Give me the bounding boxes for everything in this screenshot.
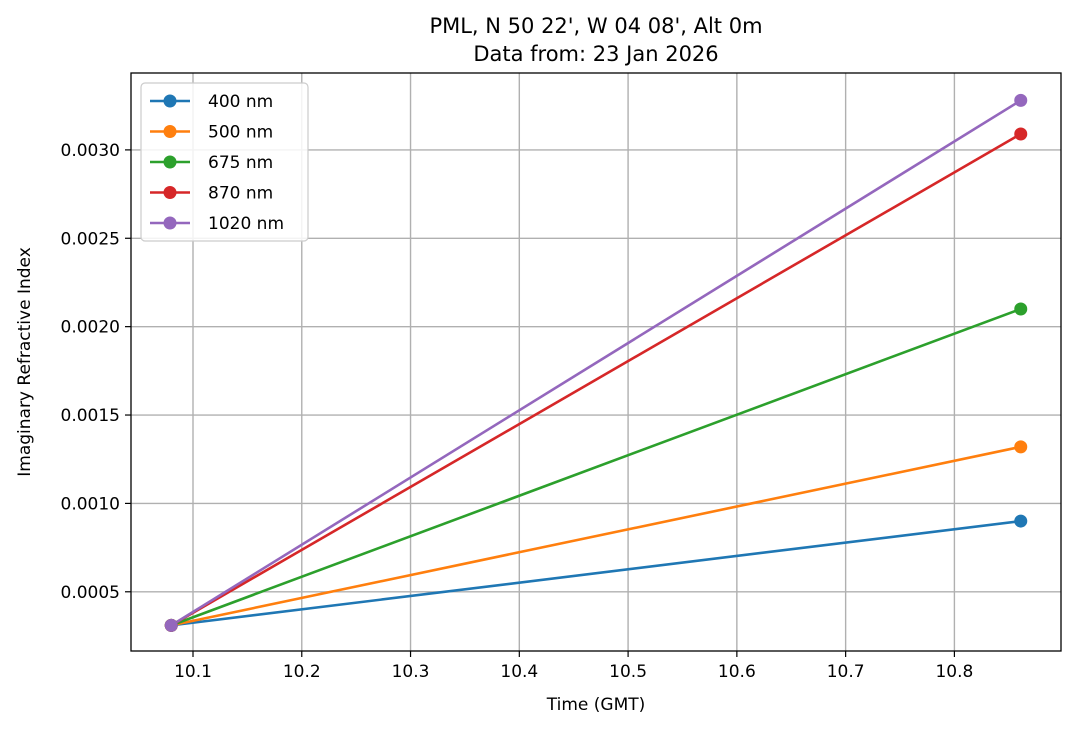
- data-point-1020-nm: [164, 618, 178, 632]
- legend-label-870-nm: 870 nm: [208, 184, 273, 204]
- legend-box: [140, 82, 309, 242]
- grid: [131, 73, 1061, 651]
- data-point-1020-nm: [1014, 93, 1028, 107]
- data-point-675-nm: [1014, 302, 1028, 316]
- y-tick-label: 0.0020: [61, 318, 120, 338]
- series-line-400-nm: [171, 519, 1021, 627]
- data-point-400-nm: [1014, 514, 1028, 528]
- legend-label-400-nm: 400 nm: [208, 92, 273, 112]
- legend-label-1020-nm: 1020 nm: [208, 214, 284, 234]
- series-layer: [164, 93, 1028, 632]
- legend-swatch-marker-400-nm: [163, 94, 177, 108]
- x-axis-ticks: 10.1 10.2 10.3 10.4 10.5 10.6 10.7 10.8: [174, 651, 973, 682]
- data-point-500-nm: [1014, 440, 1028, 454]
- chart-title-line-2: Data from: 23 Jan 2026: [473, 42, 718, 66]
- y-tick-label: 0.0005: [61, 583, 120, 603]
- x-tick-label: 10.5: [609, 662, 647, 682]
- series-line-675-nm: [170, 307, 1022, 627]
- legend-swatch-marker-870-nm: [163, 186, 177, 199]
- x-tick-label: 10.7: [827, 662, 865, 682]
- legend-label-500-nm: 500 nm: [208, 123, 273, 143]
- y-axis-label: Imaginary Refractive Index: [15, 247, 35, 477]
- x-tick-label: 10.4: [500, 662, 538, 682]
- chart-title-line-1: PML, N 50 22', W 04 08', Alt 0m: [429, 14, 762, 38]
- x-tick-label: 10.8: [935, 662, 973, 682]
- data-point-870-nm: [1014, 127, 1028, 141]
- legend-label-675-nm: 675 nm: [208, 153, 273, 173]
- y-tick-label: 0.0010: [61, 494, 120, 514]
- legend-swatch-marker-500-nm: [163, 125, 177, 138]
- y-axis-ticks: 0.0005 0.0010 0.0015 0.0020 0.0025 0.0030: [61, 141, 131, 603]
- x-axis-label: Time (GMT): [546, 695, 646, 715]
- legend: 400 nm 500 nm 675 nm 870 nm 1020 nm: [140, 82, 309, 242]
- legend-swatch-marker-675-nm: [163, 155, 177, 169]
- x-tick-label: 10.2: [283, 662, 321, 682]
- y-tick-label: 0.0015: [61, 406, 120, 426]
- x-tick-label: 10.1: [174, 662, 212, 682]
- x-tick-label: 10.3: [392, 662, 430, 682]
- series-line-500-nm: [170, 445, 1022, 627]
- legend-swatch-marker-1020-nm: [163, 216, 177, 230]
- plot-frame: [130, 72, 1062, 652]
- series-line-870-nm: [170, 132, 1022, 627]
- y-tick-label: 0.0030: [61, 141, 120, 161]
- series-line-1020-nm: [170, 99, 1022, 627]
- x-tick-label: 10.6: [718, 662, 756, 682]
- y-tick-label: 0.0025: [61, 229, 120, 249]
